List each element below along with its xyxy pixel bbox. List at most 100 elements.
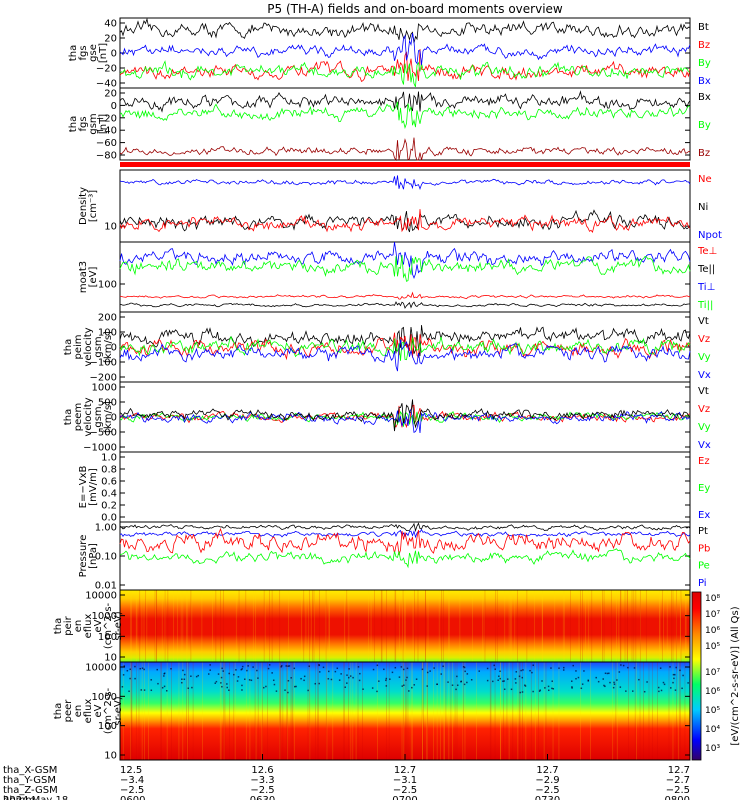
y-tick-label: 0.8 xyxy=(101,465,117,476)
y-axis-label-line: en xyxy=(73,705,84,718)
spectrogram-noise xyxy=(463,666,466,669)
spectrogram-noise xyxy=(129,677,131,680)
spectrogram-noise xyxy=(455,688,457,691)
spectrogram-noise xyxy=(613,683,616,686)
x-row-label: tha_X-GSM xyxy=(3,765,57,776)
spectrogram-noise xyxy=(466,681,468,684)
y-tick-label: −40 xyxy=(96,79,117,90)
spectrogram-noise xyxy=(226,683,228,685)
spectrogram-noise xyxy=(519,691,522,694)
series-trace xyxy=(119,60,691,88)
x-axis-labels: tha_X-GSM 12.5 12.6 12.7 12.7 12.7 tha_Y-GSM −3… xyxy=(3,754,691,800)
spectrogram-noise xyxy=(486,667,489,670)
spectrogram-noise xyxy=(220,682,222,684)
spectrogram-noise xyxy=(183,673,186,676)
y-tick-label: 10 xyxy=(104,653,117,664)
y-axis-label-line: fgs xyxy=(78,45,89,60)
spectrogram-noise xyxy=(558,667,560,669)
spectrogram-noise xyxy=(602,678,604,680)
series-trace xyxy=(119,527,691,555)
spectrogram-noise xyxy=(362,688,364,690)
spectrogram-noise xyxy=(551,687,553,690)
spectrogram-noise xyxy=(672,681,674,684)
colorbar-tick-label: 10⁸ xyxy=(705,594,720,604)
y-tick-label: −20 xyxy=(96,113,117,124)
spectrogram-noise xyxy=(129,668,131,671)
y-tick-label: 0 xyxy=(111,413,117,424)
y-axis-label-line: peem xyxy=(73,403,84,431)
colorbar-tick-label: 10⁷ xyxy=(705,668,720,678)
series-trace xyxy=(119,528,691,539)
spectrogram-noise xyxy=(541,680,543,682)
series-trace xyxy=(119,291,691,300)
y-tick-label: 20 xyxy=(104,34,117,45)
legend-entry: Vy xyxy=(698,352,711,363)
spectrogram-noise xyxy=(215,680,218,683)
spectrogram-noise xyxy=(318,664,321,667)
spectrogram-noise xyxy=(670,687,672,689)
spectrogram-noise xyxy=(503,680,505,682)
x-row-value: −2.5 xyxy=(535,785,559,796)
spectrogram-noise xyxy=(252,666,254,668)
spectrogram-noise xyxy=(181,681,183,684)
spectrogram-noise xyxy=(575,677,577,680)
y-tick-label: 1000 xyxy=(92,611,117,622)
spectrogram-noise xyxy=(150,689,153,692)
spectrogram-noise xyxy=(314,682,317,685)
x-row-value: 0730 xyxy=(535,795,560,800)
spectrogram-noise xyxy=(421,668,424,671)
spectrogram-noise xyxy=(673,677,675,680)
spectrogram-noise xyxy=(287,691,289,694)
spectrogram-noise xyxy=(143,689,146,691)
spectrogram-noise xyxy=(451,684,454,686)
spectrogram-noise xyxy=(143,668,145,671)
y-axis-label-line: Density xyxy=(78,187,89,225)
x-row-value: −2.5 xyxy=(250,785,274,796)
spectrogram-noise xyxy=(328,670,330,673)
spectrogram-noise xyxy=(344,686,347,688)
spectrogram-noise xyxy=(359,672,361,675)
spectrogram-noise xyxy=(463,683,466,686)
y-axis-label-line: tha xyxy=(53,703,64,719)
spectrogram-noise xyxy=(181,678,183,680)
spectrogram-noise xyxy=(385,677,388,680)
spectrogram-noise xyxy=(221,667,223,670)
series-trace xyxy=(119,335,691,361)
spectrogram-noise xyxy=(681,687,683,690)
spectrogram-noise xyxy=(510,688,513,691)
date-label: 2024 May 18 xyxy=(3,795,68,800)
y-tick-label: −1000 xyxy=(83,443,117,454)
legend-entry: Bx xyxy=(698,92,711,103)
x-row-value: −3.3 xyxy=(250,775,274,786)
spectrogram-noise xyxy=(247,665,249,667)
series-trace xyxy=(119,48,691,82)
spectrogram-noise xyxy=(330,678,333,681)
spectrogram-noise xyxy=(401,685,404,687)
spectrogram-noise xyxy=(161,687,164,689)
legend-entry: Vt xyxy=(698,316,709,327)
y-axis-label-line: eV xyxy=(93,619,104,632)
spectrogram-noise xyxy=(440,673,443,675)
spectrogram-noise xyxy=(604,685,606,688)
spectrogram-noise xyxy=(182,669,184,672)
y-tick-label: 0 xyxy=(111,49,117,60)
x-row-label: tha_Z-GSM xyxy=(3,785,58,796)
spectrogram-noise xyxy=(122,674,125,676)
y-axis-label-line: [eV] xyxy=(88,267,99,288)
series-trace xyxy=(119,399,691,432)
spectrogram-noise xyxy=(604,672,607,675)
spectrogram-noise xyxy=(672,673,675,676)
spectrogram-noise xyxy=(606,672,609,675)
spectrogram-noise xyxy=(284,689,286,691)
spectrogram-noise xyxy=(646,681,648,683)
spectrogram-noise xyxy=(538,690,541,692)
spectrogram-noise xyxy=(658,690,660,693)
spectrogram-noise xyxy=(572,664,574,667)
spectrogram-noise xyxy=(246,669,248,672)
spectrogram-noise xyxy=(241,668,243,670)
spectrogram-noise xyxy=(358,679,361,682)
spectrogram-noise xyxy=(346,682,348,684)
spectrogram-noise xyxy=(660,689,663,692)
spectrogram-noise xyxy=(400,666,403,668)
